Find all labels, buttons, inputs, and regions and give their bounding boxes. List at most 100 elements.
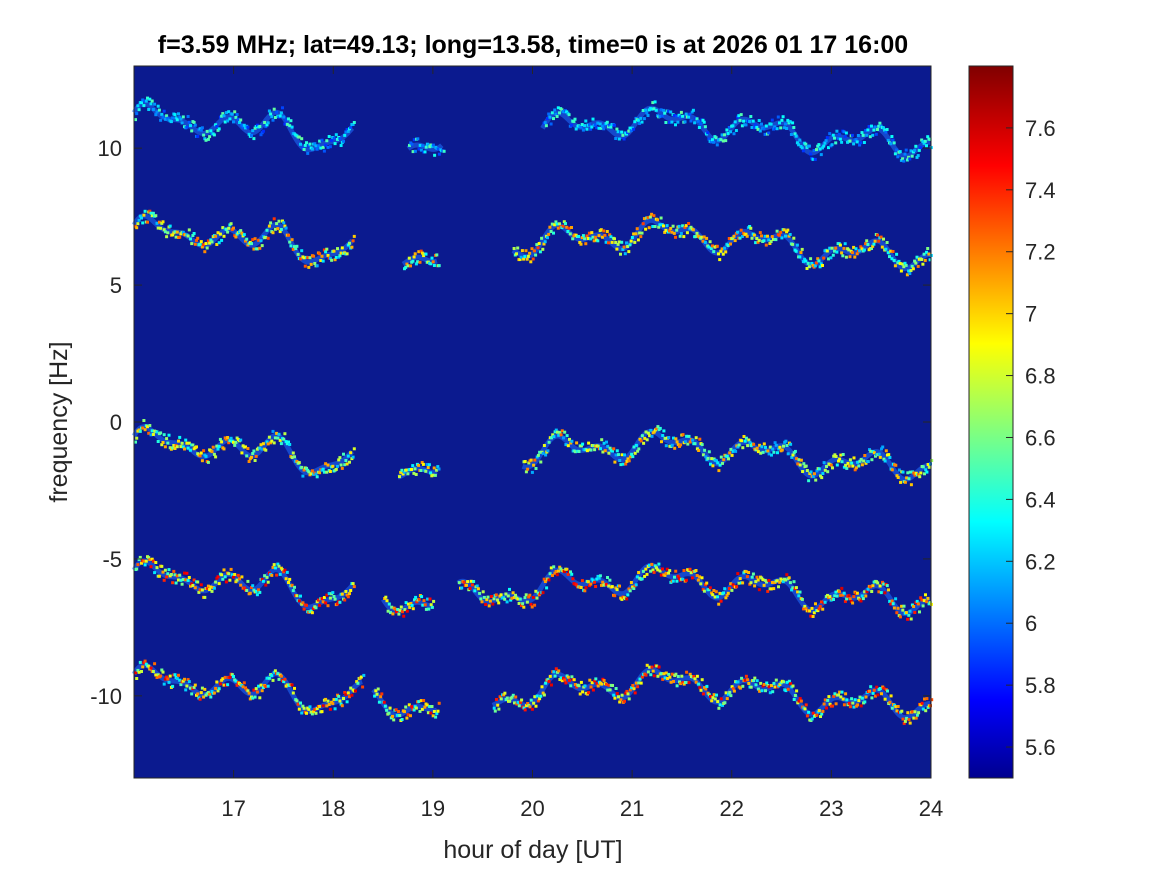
trace-cell [756,240,760,244]
trace-cell [886,689,889,693]
trace-cell [580,236,584,240]
trace-cell [683,681,687,684]
trace-cell [525,257,529,261]
trace-cell [270,674,274,678]
trace-cell [829,463,833,467]
trace-cell [844,463,848,467]
trace-cell [391,714,394,718]
trace-cell [787,679,791,683]
trace-cell [719,138,723,142]
trace-cell [217,687,221,691]
trace-cell [303,264,307,268]
trace-cell [351,239,355,243]
trace-cell [903,261,907,265]
trace-cell [175,118,179,122]
trace-cell [793,694,797,697]
trace-cell [385,708,389,712]
trace-cell [199,583,203,587]
trace-cell [790,588,794,592]
trace-cell [909,483,913,487]
trace-cell [604,582,608,586]
trace-cell [782,444,785,448]
trace-cell [214,686,218,690]
trace-cell [671,224,675,228]
trace-cell [744,674,748,678]
trace-cell [918,475,922,479]
trace-cell [346,243,350,247]
trace-cell [322,248,326,252]
trace-cell [864,242,868,246]
trace-cell [546,449,550,453]
trace-cell [615,127,619,131]
trace-cell [386,609,390,613]
trace-cell [291,451,295,455]
trace-cell [553,571,557,575]
trace-cell [562,436,565,440]
trace-cell [137,558,141,561]
trace-cell [522,706,526,710]
trace-cell [240,231,244,235]
trace-cell [345,593,349,597]
trace-cell [514,593,517,597]
trace-cell [789,442,793,446]
trace-cell [272,217,276,221]
trace-cell [921,604,925,608]
trace-cell [797,699,801,703]
trace-cell [700,678,704,682]
trace-cell [811,475,815,478]
trace-cell [652,107,656,111]
trace-cell [248,591,252,595]
trace-cell [328,596,332,600]
trace-cell [881,580,884,584]
trace-cell [905,476,909,480]
trace-cell [190,129,194,133]
trace-cell [621,247,625,251]
trace-cell [766,589,770,593]
trace-cell [603,123,607,127]
trace-cell [883,591,887,595]
trace-cell [308,705,312,709]
trace-cell [319,146,323,150]
trace-cell [172,444,176,447]
trace-cell [200,126,204,130]
trace-cell [792,126,796,129]
trace-cell [293,455,296,459]
trace-halo [131,424,355,476]
trace-cell [681,681,685,684]
trace-cell [854,138,858,142]
trace-cell [685,434,689,438]
trace-cell [491,602,495,606]
trace-cell [790,455,794,459]
trace-cell [657,665,661,669]
trace-cell [332,136,336,140]
trace-cell [648,434,652,438]
trace-cell [244,686,247,690]
trace-cell [631,455,635,459]
trace-cell [302,148,306,151]
trace-cell [639,235,643,239]
trace-cell [653,100,657,104]
trace-cell [167,680,171,684]
trace-cell [744,232,748,236]
trace-cell [854,466,858,470]
trace-cell [739,228,743,232]
trace-cell [251,584,255,588]
trace-cell [922,252,926,256]
trace-cell [659,216,663,220]
trace-cell [399,470,403,474]
trace-cell [306,256,310,260]
trace-cell [342,697,345,700]
trace-cell [605,440,608,444]
trace-cell [558,111,561,115]
trace-cell [825,465,828,468]
trace-cell [136,222,140,226]
trace-cell [177,112,180,116]
trace-cell [816,144,820,148]
trace-cell [400,468,404,472]
trace-cell [570,675,574,679]
trace-cell [157,220,161,224]
trace-cell [618,700,622,704]
trace-cell [649,569,653,573]
trace-cell [289,244,293,248]
trace-cell [404,705,408,709]
